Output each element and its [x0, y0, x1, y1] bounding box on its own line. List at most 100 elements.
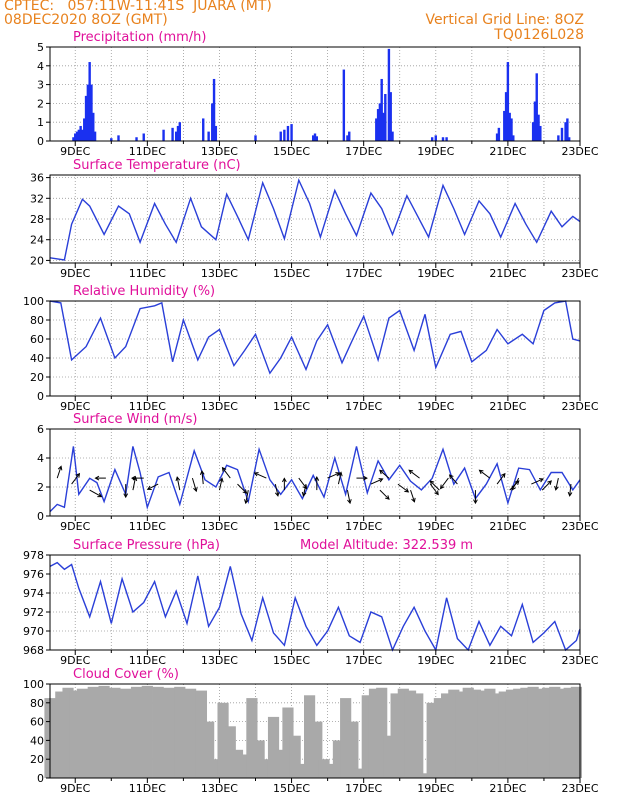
cloud-bar [455, 691, 467, 778]
y-tick-label: 0 [37, 510, 44, 523]
precip-bar [207, 131, 210, 141]
wind-arrow-head [385, 495, 390, 500]
y-tick-label: 40 [30, 734, 44, 747]
cloud-bar [441, 693, 453, 778]
precip-bar [142, 133, 145, 141]
precip-bar [537, 114, 540, 141]
y-tick-label: 1 [37, 116, 44, 129]
wind-arrow-head [199, 470, 205, 475]
cloud-bar [534, 688, 546, 778]
x-date-label: 9DEC [60, 267, 90, 280]
wind-arrow-head [123, 493, 129, 499]
cloud-bar [130, 686, 143, 778]
cloud-bar [419, 773, 431, 778]
wind-arrow [346, 490, 352, 505]
y-tick-label: 0 [37, 772, 44, 785]
cloud-bar [174, 686, 186, 778]
precip-bar [79, 125, 82, 141]
cloud-bar [469, 689, 482, 778]
wind-arrow-shaft [302, 483, 307, 496]
x-date-label: 13DEC [201, 267, 238, 280]
cloud-bar [563, 687, 575, 778]
precip-bar [342, 69, 346, 141]
wind-arrow [244, 490, 249, 505]
precip-bar [391, 131, 394, 141]
precip-bar [93, 131, 97, 141]
cloud-bar [491, 693, 503, 778]
panel-title: Surface Wind (m/s) [73, 412, 197, 427]
y-tick-label: 60 [30, 716, 44, 729]
wind-arrow-head [538, 478, 544, 483]
cloud-bar [361, 695, 373, 778]
precip-bar [531, 122, 535, 141]
y-tick-label: 972 [23, 606, 44, 619]
wind-arrow-head [554, 485, 559, 491]
y-tick-label: 968 [23, 644, 44, 657]
wind-arrow-head [448, 474, 454, 480]
wind-arrow [130, 475, 144, 481]
wind-arrow-head [501, 472, 506, 478]
x-date-label: 15DEC [273, 267, 310, 280]
x-date-label: 21DEC [489, 520, 526, 533]
precip-bar [567, 137, 571, 141]
x-date-label: 15DEC [273, 520, 310, 533]
wind-arrow-head [335, 472, 341, 477]
precip-bar [110, 138, 113, 141]
precip-bar [75, 131, 79, 141]
precip-bar [171, 127, 174, 141]
precip-bar [72, 137, 75, 141]
wind-arrow-shaft [408, 469, 420, 479]
wind-arrow-shaft [429, 483, 439, 495]
wind-arrow [531, 478, 544, 485]
cloud-bar [69, 690, 81, 778]
cloud-bar [498, 691, 510, 778]
wind-arrow [478, 469, 491, 479]
y-tick-label: 40 [30, 352, 44, 365]
y-tick-label: 6 [37, 423, 44, 436]
wind-arrow-head [434, 490, 439, 496]
x-date-label: 21DEC [489, 400, 526, 413]
y-tick-label: 5 [37, 41, 44, 54]
wind-arrow [199, 470, 205, 485]
precip-bar [533, 101, 537, 141]
cloud-bar [55, 691, 67, 778]
wind-arrow [408, 469, 420, 479]
cloud-bar [296, 763, 308, 778]
wind-arrow-head [473, 499, 478, 505]
wind-arrow [221, 466, 231, 479]
wind-arrow-shaft [327, 472, 340, 479]
wind-arrow [379, 489, 390, 500]
wind-arrow-shaft [410, 489, 415, 502]
cloud-bar [368, 688, 381, 778]
cloud-bar [195, 690, 208, 778]
precip-bar [506, 62, 510, 141]
wind-arrow-shaft [274, 483, 279, 496]
y-tick-label: 20 [30, 254, 44, 267]
cloud-bar [311, 721, 323, 778]
precip-bar [497, 127, 501, 141]
wind-arrow-head [379, 469, 384, 475]
cloud-bar [289, 735, 301, 778]
cloud-bar [304, 695, 316, 778]
precip-bar [495, 133, 499, 141]
y-tick-label: 0 [37, 390, 44, 403]
cloud-bar [448, 689, 460, 778]
x-date-label: 23DEC [561, 400, 598, 413]
wind-arrow-shaft [56, 466, 62, 479]
precip-bar [313, 133, 317, 141]
wind-arrow [89, 489, 103, 498]
panel-annotation: Model Altitude: 322.539 m [300, 538, 473, 553]
cloud-bar [556, 688, 568, 778]
wind-arrow [146, 483, 159, 490]
wind-arrow [253, 472, 267, 479]
wind-arrow [274, 483, 280, 497]
precip-bar [279, 131, 282, 141]
wind-arrow-shaft [569, 484, 572, 496]
x-date-label: 21DEC [489, 145, 526, 158]
wind-arrow-shaft [511, 477, 520, 491]
cloud-bar [152, 686, 164, 778]
panel-frame [49, 46, 581, 142]
wind-arrow-head [408, 469, 414, 475]
wind-arrow-head [411, 497, 416, 503]
wind-arrow [71, 472, 81, 485]
